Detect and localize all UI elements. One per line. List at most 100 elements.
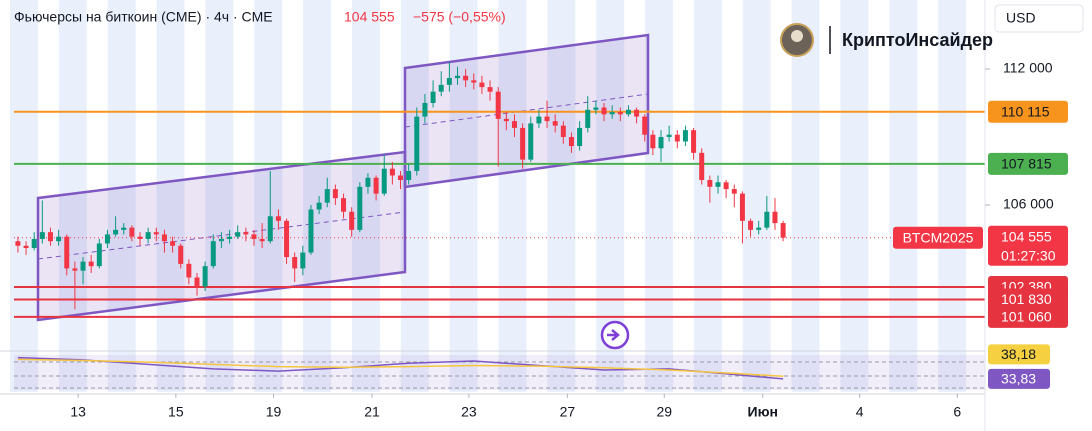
candle-body (568, 136, 574, 147)
candle-body (699, 152, 705, 181)
candle-body (560, 125, 566, 137)
candle-body (748, 220, 754, 230)
candle-body (471, 80, 477, 83)
candle-body (104, 234, 110, 244)
chart-title: Фьючерсы на биткоин (CME) · 4ч · CME (14, 9, 273, 25)
x-tick-label: 29 (656, 404, 672, 420)
candle-body (674, 134, 680, 142)
candles (15, 62, 786, 310)
price-box (988, 225, 1068, 266)
candle-body (601, 107, 607, 115)
price-change: −575 (−0,55%) (413, 9, 506, 25)
indicator-marker (988, 368, 1050, 389)
y-tick-label: 106 000 (1003, 196, 1054, 212)
candle-body (666, 134, 672, 137)
candle-body (349, 211, 355, 230)
indicator-band (14, 355, 985, 390)
level-box (988, 288, 1068, 311)
candle-body (609, 112, 615, 115)
candle-body (88, 261, 94, 267)
candle-body (495, 91, 501, 119)
candle-body (585, 109, 591, 128)
candle-body (365, 177, 371, 187)
x-tick-label: 15 (168, 404, 184, 420)
candle-body (381, 168, 387, 194)
session-bands (0, 0, 985, 392)
candle-body (731, 189, 737, 194)
candle-body (577, 127, 583, 147)
indicator (17, 356, 784, 380)
x-tick-label: 27 (560, 404, 576, 420)
candle-body (210, 241, 216, 267)
x-tick-label: Июн (748, 404, 778, 420)
candle-body (715, 182, 721, 187)
candle-body (292, 257, 298, 269)
level-box (988, 152, 1068, 175)
candle-body (772, 211, 778, 224)
candle-body (780, 223, 786, 238)
candle-body (503, 118, 509, 122)
candle-body (430, 91, 436, 103)
level-label: 101 060 (1001, 309, 1052, 325)
candle-body (617, 112, 623, 115)
last-price: 104 555 (344, 9, 395, 25)
candle-body (121, 227, 127, 230)
candle-body (153, 232, 159, 235)
axes: 13 15 19 21 23 27 29 Июн 4 6 106 000 112 000 110 115… (70, 60, 1068, 420)
candle-body (194, 277, 200, 287)
symbol-label: BTCM2025 (903, 229, 974, 245)
candle-body (170, 241, 176, 246)
candle-body (536, 116, 542, 124)
candle-body (227, 236, 233, 239)
x-tick-label: 13 (70, 404, 86, 420)
replay-arrow[interactable] (607, 329, 620, 341)
candle-body (56, 236, 62, 242)
candle-body (178, 245, 184, 264)
candle-body (487, 87, 493, 92)
candle-body (235, 232, 241, 237)
candle-body (47, 232, 53, 242)
x-tick-label: 23 (461, 404, 477, 420)
candle-body (406, 170, 412, 181)
level-label: 110 115 (1001, 103, 1050, 119)
candle-body (463, 75, 469, 81)
candle-body (251, 234, 257, 239)
x-tick-label: 21 (364, 404, 380, 420)
candle-body (243, 232, 249, 235)
candle-body (39, 232, 45, 239)
candle-body (454, 75, 460, 79)
candle-body (275, 216, 281, 221)
candle-body (422, 102, 428, 117)
candle-body (373, 177, 379, 194)
currency-box[interactable] (994, 4, 1084, 33)
candle-body (764, 211, 770, 228)
candle-body (528, 123, 534, 160)
candle-body (593, 107, 599, 110)
candle-body (332, 189, 338, 199)
candle-body (113, 229, 119, 235)
candle-body (64, 236, 70, 269)
candle-body (398, 175, 404, 181)
channel-midline (404, 93, 649, 128)
candle-body (161, 234, 167, 242)
candle-body (218, 238, 224, 242)
indicator-marker-label: 33,83 (1001, 371, 1036, 387)
candle-body (72, 268, 78, 271)
candle-body (284, 220, 290, 258)
symbol-box (893, 226, 983, 249)
candle-body (511, 121, 517, 128)
candle-body (300, 252, 306, 269)
candle-body (520, 127, 526, 160)
indicator-line (17, 356, 784, 380)
x-tick-label: 4 (856, 404, 864, 420)
candle-body (625, 109, 631, 115)
candle-body (707, 180, 713, 187)
candle-body (267, 216, 273, 242)
x-tick-label: 19 (266, 404, 282, 420)
candle-body (186, 263, 192, 278)
currency[interactable]: USD (1006, 10, 1036, 26)
candle-body (642, 116, 648, 135)
candle-body (739, 193, 745, 221)
watermark: КриптоИнсайдер (842, 30, 993, 50)
